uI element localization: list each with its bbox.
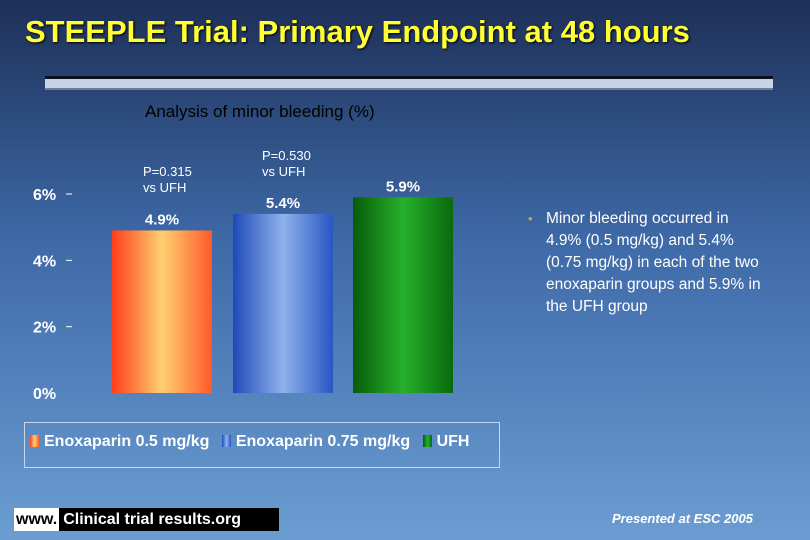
slide-title: STEEPLE Trial: Primary Endpoint at 48 ho… (25, 14, 690, 49)
summary-bullet: • Minor bleeding occurred in 4.9% (0.5 m… (528, 208, 768, 318)
presented-note: Presented at ESC 2005 (612, 511, 753, 526)
p-value-annotation: P=0.530 (262, 148, 311, 163)
footer-www: www. (14, 508, 60, 531)
legend-frame (24, 422, 500, 468)
legend-swatch-enox-075 (221, 435, 231, 447)
y-tick-label: 0% (33, 386, 56, 403)
bar-enox-05 (112, 230, 212, 393)
chart-title: Analysis of minor bleeding (%) (145, 102, 375, 121)
chart-legend: Enoxaparin 0.5 mg/kg Enoxaparin 0.75 mg/… (30, 433, 477, 451)
value-label-ufh: 5.9% (386, 178, 420, 195)
value-label-enox-05: 4.9% (145, 211, 179, 228)
summary-text: Minor bleeding occurred in 4.9% (0.5 mg/… (546, 210, 761, 315)
p-value-annotation: vs UFH (262, 164, 305, 179)
bullet-icon: • (528, 211, 533, 226)
p-value-annotation: vs UFH (143, 180, 186, 195)
legend-entry-enox-05: Enoxaparin 0.5 mg/kg (30, 433, 214, 450)
bar-enox-075 (233, 213, 333, 393)
bar-ufh (353, 197, 453, 393)
footer-site: Clinical trial results.org (63, 511, 242, 528)
y-tick-label: 2% (33, 320, 56, 337)
p-value-annotation: P=0.315 (143, 164, 192, 179)
legend-label-enox-075: Enoxaparin 0.75 mg/kg (235, 433, 411, 450)
footer-logo: www. Clinical trial results.org (14, 508, 279, 531)
y-tick-label: 4% (33, 253, 56, 270)
legend-label-ufh: UFH (436, 433, 470, 450)
y-tick-label: 6% (33, 187, 56, 204)
legend-swatch-ufh (422, 435, 432, 447)
legend-label-enox-05: Enoxaparin 0.5 mg/kg (44, 433, 210, 450)
legend-entry-ufh: UFH (422, 433, 470, 450)
value-label-enox-075: 5.4% (266, 195, 300, 212)
legend-swatch-enox-05 (30, 435, 39, 447)
legend-entry-enox-075: Enoxaparin 0.75 mg/kg (221, 433, 415, 450)
title-divider (45, 76, 773, 90)
